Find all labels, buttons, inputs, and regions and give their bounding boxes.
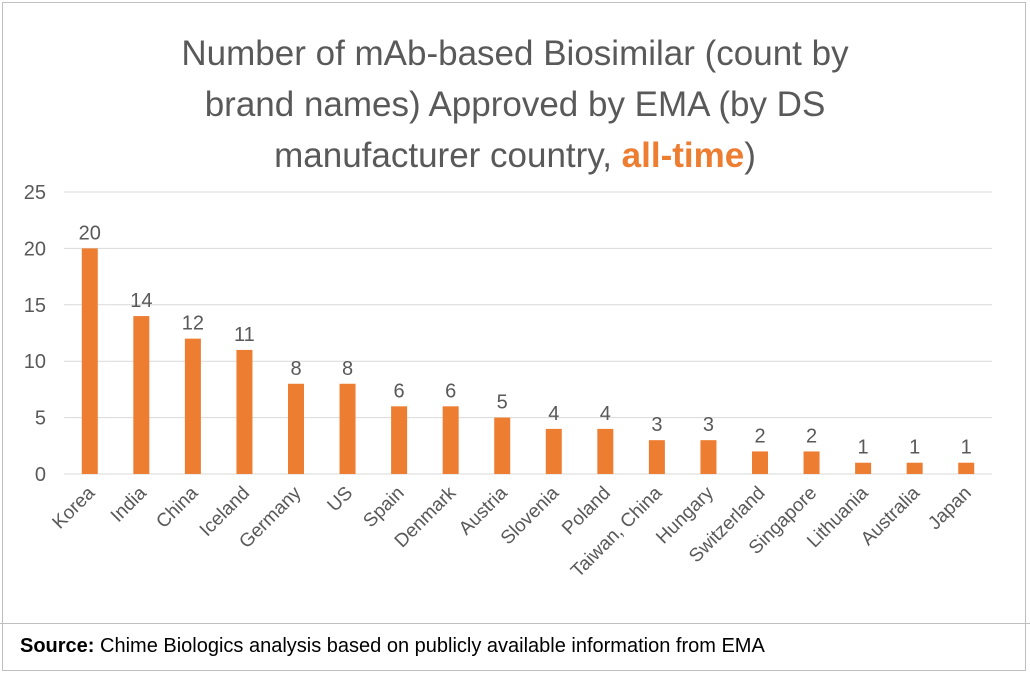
y-tick-label: 5 (35, 408, 46, 430)
bar (906, 462, 923, 474)
y-tick-label: 25 (24, 182, 46, 204)
source-footer: Source: Chime Biologics analysis based o… (0, 623, 1030, 675)
data-label: 8 (290, 358, 301, 380)
data-label: 14 (130, 290, 152, 312)
bar (958, 462, 975, 474)
bar-chart: 051015202520Korea14India12China11Iceland… (24, 182, 992, 582)
title-line-3-start: manufacturer country, (274, 136, 622, 175)
data-label: 3 (703, 414, 714, 436)
y-tick-label: 20 (24, 238, 46, 260)
data-label: 1 (909, 437, 920, 459)
data-label: 6 (394, 380, 405, 402)
chart-title: Number of mAb-based Biosimilar (count by… (0, 28, 1030, 181)
bar (81, 248, 98, 474)
bar (339, 383, 356, 474)
bar (700, 440, 717, 474)
bar (184, 338, 201, 474)
x-tick-label: Japan (924, 483, 975, 534)
bar (236, 349, 253, 474)
data-label: 1 (858, 437, 869, 459)
title-line-3-end: ) (744, 136, 756, 175)
bar (855, 462, 872, 474)
bar (648, 440, 665, 474)
bar (391, 406, 408, 474)
x-tick-label: US (324, 483, 358, 517)
data-label: 2 (806, 425, 817, 447)
bar (545, 428, 562, 474)
x-tick-label: Taiwan, China (567, 482, 667, 582)
bar (494, 417, 511, 474)
x-tick-label: Korea (49, 482, 100, 533)
bar (597, 428, 614, 474)
bar (288, 383, 304, 474)
y-tick-label: 15 (24, 295, 46, 317)
data-label: 6 (445, 380, 456, 402)
title-line-1: Number of mAb-based Biosimilar (count by (181, 34, 849, 73)
data-label: 2 (754, 425, 765, 447)
data-label: 8 (342, 358, 353, 380)
data-label: 11 (234, 324, 255, 346)
y-tick-label: 0 (35, 464, 46, 486)
x-tick-label: Slovenia (497, 482, 564, 549)
x-tick-label: Spain (359, 483, 408, 532)
title-line-3: manufacturer country, all-time) (0, 130, 1030, 181)
bar (442, 406, 459, 474)
data-label: 4 (548, 403, 559, 425)
source-note: Source: Chime Biologics analysis based o… (20, 635, 765, 658)
data-label: 4 (600, 403, 611, 425)
data-label: 5 (497, 392, 508, 414)
data-label: 12 (182, 313, 204, 335)
bar (803, 451, 820, 474)
data-label: 1 (961, 437, 972, 459)
title-highlight: all-time (621, 136, 745, 175)
x-tick-label: India (107, 482, 151, 526)
data-label: 20 (79, 222, 101, 244)
y-tick-label: 10 (24, 351, 46, 373)
data-label: 3 (651, 414, 662, 436)
bar (752, 451, 768, 474)
x-tick-label: China (152, 482, 202, 532)
title-line-2: brand names) Approved by EMA (by DS (204, 85, 826, 124)
source-label: Source: (20, 635, 95, 657)
source-text: Chime Biologics analysis based on public… (94, 635, 765, 657)
bar (133, 316, 150, 474)
